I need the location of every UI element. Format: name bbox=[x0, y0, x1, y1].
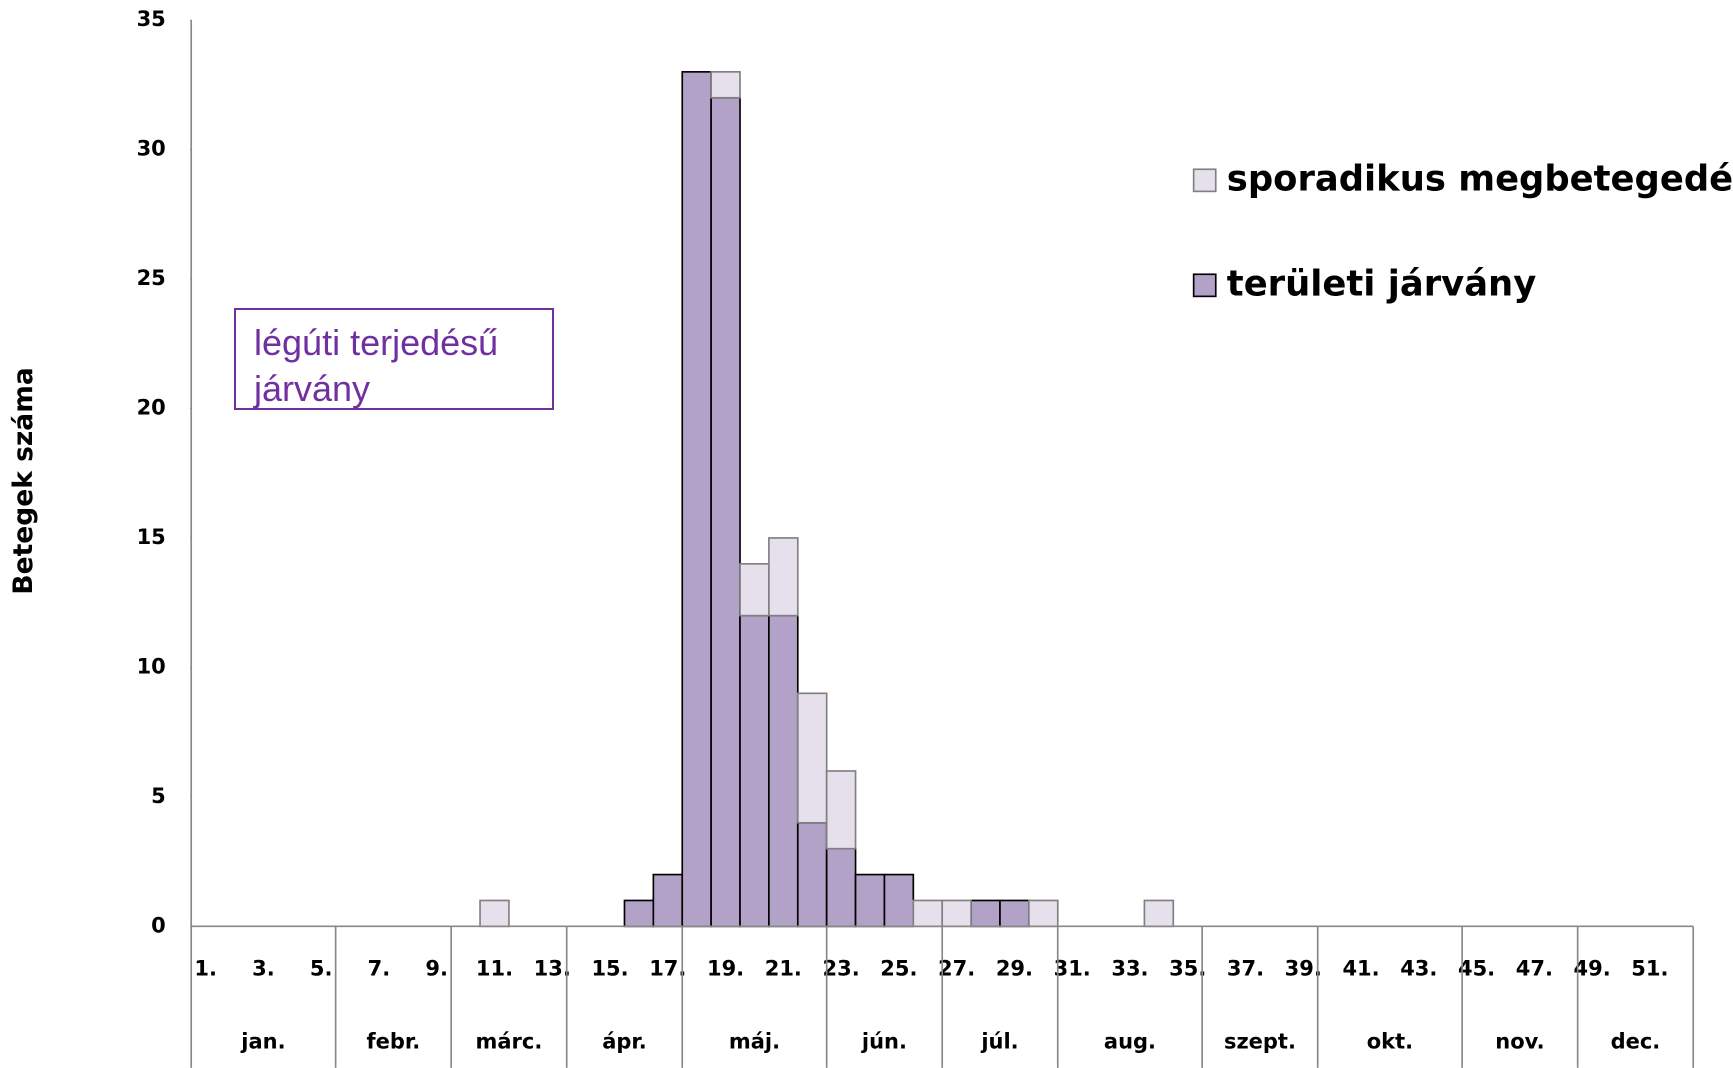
x-tick-label: 17. bbox=[649, 956, 686, 980]
x-tick-label: 25. bbox=[880, 956, 917, 980]
x-tick-label: 41. bbox=[1342, 956, 1379, 980]
bar-segment bbox=[825, 847, 857, 928]
y-tick-label: 25 bbox=[137, 266, 166, 290]
x-tick-label: 39. bbox=[1285, 956, 1322, 980]
y-tick-label: 5 bbox=[151, 784, 166, 808]
x-tick-label: 27. bbox=[938, 956, 975, 980]
month-label: szept. bbox=[1224, 1029, 1296, 1053]
bar-segment bbox=[739, 563, 770, 617]
bar-segment bbox=[941, 899, 972, 928]
x-tick-label: 45. bbox=[1458, 956, 1495, 980]
month-label: dec. bbox=[1611, 1029, 1661, 1053]
month-label: okt. bbox=[1367, 1029, 1413, 1053]
month-label: máj. bbox=[729, 1029, 780, 1053]
y-tick-label: 15 bbox=[137, 525, 166, 549]
legend-swatch bbox=[1192, 273, 1217, 298]
month-label: nov. bbox=[1495, 1029, 1544, 1053]
y-tick-label: 35 bbox=[137, 7, 166, 31]
x-tick-label: 33. bbox=[1111, 956, 1148, 980]
x-tick-label: 35. bbox=[1169, 956, 1206, 980]
bar-segment bbox=[652, 873, 684, 928]
bar-segment bbox=[1028, 899, 1059, 928]
x-tick-label: 49. bbox=[1574, 956, 1611, 980]
legend-label: területi járvány bbox=[1227, 263, 1536, 304]
x-tick-label: 3. bbox=[252, 956, 275, 980]
y-tick-label: 20 bbox=[137, 395, 166, 419]
bar-segment bbox=[710, 96, 741, 928]
annotation: légúti terjedésű járvány bbox=[234, 308, 554, 410]
y-tick-label: 10 bbox=[137, 654, 166, 678]
x-tick-label: 13. bbox=[534, 956, 571, 980]
x-tick-label: 23. bbox=[823, 956, 860, 980]
x-tick-label: 7. bbox=[368, 956, 391, 980]
bar-segment bbox=[883, 873, 915, 928]
x-tick-label: 51. bbox=[1631, 956, 1668, 980]
month-label: márc. bbox=[476, 1029, 543, 1053]
bar-segment bbox=[479, 899, 510, 928]
bar-segment bbox=[912, 899, 944, 928]
bar-segment bbox=[681, 71, 712, 928]
month-label: ápr. bbox=[602, 1029, 647, 1053]
x-tick-label: 47. bbox=[1516, 956, 1553, 980]
x-tick-label: 1. bbox=[194, 956, 217, 980]
bar-segment bbox=[739, 614, 770, 928]
month-label: jún. bbox=[861, 1029, 907, 1053]
bar-segment bbox=[854, 873, 886, 928]
y-axis-label: Betegek száma bbox=[8, 367, 39, 594]
bar-segment bbox=[796, 821, 828, 928]
x-tick-label: 9. bbox=[425, 956, 448, 980]
legend-swatch bbox=[1192, 168, 1217, 193]
month-label: aug. bbox=[1104, 1029, 1156, 1053]
bar-segment bbox=[970, 899, 1001, 928]
x-tick-label: 43. bbox=[1400, 956, 1437, 980]
bar-segment bbox=[825, 770, 857, 850]
x-tick-label: 31. bbox=[1054, 956, 1091, 980]
month-label: febr. bbox=[367, 1029, 421, 1053]
bar-segment bbox=[796, 692, 828, 824]
x-tick-label: 11. bbox=[476, 956, 513, 980]
legend-label: sporadikus megbetegedések bbox=[1227, 158, 1733, 199]
bar-segment bbox=[768, 537, 799, 617]
month-label: júl. bbox=[980, 1029, 1018, 1053]
y-tick-label: 0 bbox=[151, 913, 166, 937]
month-label: jan. bbox=[240, 1029, 285, 1053]
bar-segment bbox=[710, 71, 741, 99]
x-tick-label: 19. bbox=[707, 956, 744, 980]
bar-segment bbox=[768, 614, 799, 928]
y-tick-label: 30 bbox=[137, 137, 166, 161]
bar-segment bbox=[1143, 899, 1175, 928]
bar-segment bbox=[623, 899, 655, 928]
x-tick-label: 21. bbox=[765, 956, 802, 980]
bar-segment bbox=[999, 899, 1030, 928]
x-tick-label: 5. bbox=[310, 956, 333, 980]
x-tick-label: 37. bbox=[1227, 956, 1264, 980]
x-tick-label: 29. bbox=[996, 956, 1033, 980]
x-tick-label: 15. bbox=[591, 956, 628, 980]
